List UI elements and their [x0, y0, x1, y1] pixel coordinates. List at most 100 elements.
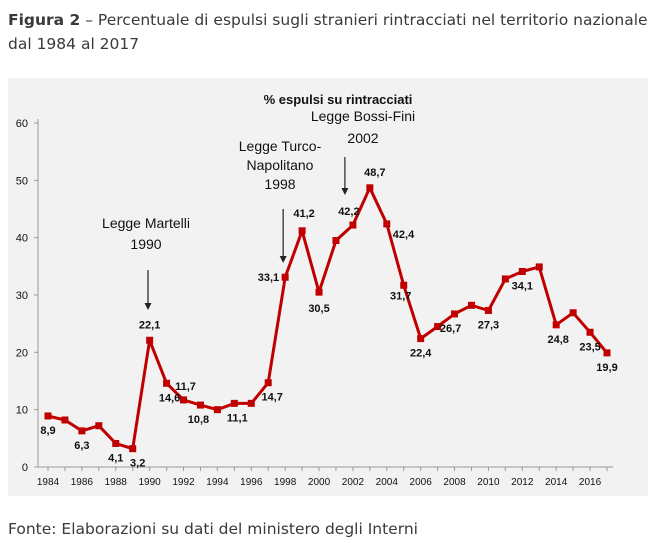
data-label: 19,9	[596, 362, 617, 374]
annotation-1990: Legge Martelli 1990	[102, 215, 190, 310]
data-label: 3,2	[130, 458, 145, 470]
figure-caption: Figura 2 – Percentuale di espulsi sugli …	[8, 8, 663, 56]
annotation-arrow-head	[341, 188, 349, 195]
data-point	[180, 396, 188, 404]
data-point	[569, 309, 577, 317]
series-line	[47, 186, 609, 451]
data-point	[366, 184, 374, 192]
annotation-law-label: Legge Bossi-Fini	[311, 108, 415, 124]
data-point	[451, 310, 459, 318]
data-point	[434, 323, 442, 331]
annotation-1998: Legge Turco- Napolitano 1998	[239, 138, 322, 263]
x-tick-label: 1984	[37, 477, 60, 488]
x-tick-label: 2008	[443, 477, 466, 488]
data-point	[298, 227, 306, 235]
data-point	[467, 301, 475, 309]
data-point	[247, 399, 255, 407]
data-point	[586, 328, 594, 336]
y-tick-label: 40	[16, 233, 28, 245]
data-label: 4,1	[108, 452, 123, 464]
data-label: 11,7	[175, 381, 196, 393]
x-tick-label: 2016	[579, 477, 602, 488]
data-point	[129, 445, 137, 453]
data-point	[230, 399, 238, 407]
chart-panel: % espulsi su rintracciati 0 10 20 30 40 50 60 1…	[8, 78, 648, 496]
data-point	[400, 281, 408, 289]
chart-title: % espulsi su rintracciati	[264, 92, 413, 107]
data-labels: 8,9 6,3 4,1 3,2 22,1 14,611,7 10,8 11,1 14,7 33,1…	[40, 167, 617, 470]
data-label: 6,3	[74, 440, 89, 452]
line-chart: % espulsi su rintracciati 0 10 20 30 40 50 60 1…	[16, 92, 618, 488]
data-point	[264, 379, 272, 387]
x-tick-label: 1992	[172, 477, 195, 488]
annotation-year-label: 1990	[130, 236, 161, 252]
data-point	[44, 412, 52, 420]
data-point	[417, 335, 425, 343]
y-tick-label: 60	[16, 118, 28, 130]
data-point	[61, 416, 69, 424]
y-tick-label: 0	[22, 462, 28, 474]
x-tick-label: 1996	[240, 477, 263, 488]
annotation-law-label: Napolitano	[247, 157, 314, 173]
annotation-arrow-head	[279, 256, 287, 263]
data-point	[281, 273, 289, 281]
data-label: 23,5	[579, 341, 600, 353]
data-point	[112, 439, 120, 447]
annotations: Legge Martelli 1990 Legge Turco- Napolitano…	[102, 108, 415, 310]
annotation-2002: Legge Bossi-Fini 2002	[311, 108, 415, 195]
annotation-year-label: 2002	[347, 130, 378, 146]
figure-caption-text: – Percentuale di espulsi sugli stranieri…	[8, 11, 648, 53]
data-point	[163, 379, 171, 387]
data-label: 30,5	[308, 303, 329, 315]
data-label: 48,7	[364, 167, 385, 179]
data-point	[146, 336, 154, 344]
data-label: 42,4	[393, 229, 415, 241]
data-point	[484, 306, 492, 314]
x-tick-label: 2012	[511, 477, 534, 488]
data-label: 34,1	[512, 280, 533, 292]
annotation-year-label: 1998	[264, 176, 295, 192]
x-tick-label: 2000	[308, 477, 331, 488]
data-label: 14,6	[159, 392, 180, 404]
y-tick-label: 50	[16, 175, 28, 187]
data-label: 8,9	[40, 425, 55, 437]
annotation-arrow-head	[144, 303, 152, 310]
figure-source: Fonte: Elaborazioni su dati del minister…	[8, 520, 418, 538]
data-point	[349, 221, 357, 229]
annotation-law-label: Legge Martelli	[102, 215, 190, 231]
data-point	[213, 406, 221, 414]
data-label: 10,8	[188, 414, 209, 426]
data-point	[501, 275, 509, 283]
data-label: 22,1	[139, 319, 160, 331]
axes: 0 10 20 30 40 50 60 1984 1986 1988 1990 1992 1994 199…	[16, 118, 613, 488]
data-label: 14,7	[262, 392, 283, 404]
data-point	[552, 321, 560, 329]
x-tick-label: 1998	[274, 477, 297, 488]
data-point	[315, 288, 323, 296]
data-point	[535, 263, 543, 271]
data-label: 31,7	[390, 290, 411, 302]
data-label: 22,4	[410, 348, 432, 360]
x-tick-label: 2014	[545, 477, 568, 488]
data-point	[518, 267, 526, 275]
x-tick-label: 2010	[477, 477, 500, 488]
y-tick-label: 10	[16, 405, 28, 417]
data-point	[383, 220, 391, 228]
data-point	[196, 401, 204, 409]
y-tick-label: 30	[16, 290, 28, 302]
x-tick-label: 1986	[71, 477, 94, 488]
series-marks	[44, 184, 611, 453]
data-label: 42,2	[338, 206, 359, 218]
data-label: 26,7	[440, 323, 461, 335]
annotation-law-label: Legge Turco-	[239, 138, 322, 154]
x-tick-label: 2002	[342, 477, 365, 488]
data-point	[95, 422, 103, 430]
x-tick-label: 1994	[206, 477, 229, 488]
data-label: 11,1	[227, 412, 248, 424]
data-point	[332, 237, 340, 245]
figure-label: Figura 2	[8, 11, 81, 29]
data-point	[603, 349, 611, 357]
x-tick-label: 1988	[105, 477, 128, 488]
data-point	[78, 427, 86, 435]
data-label: 24,8	[547, 334, 568, 346]
